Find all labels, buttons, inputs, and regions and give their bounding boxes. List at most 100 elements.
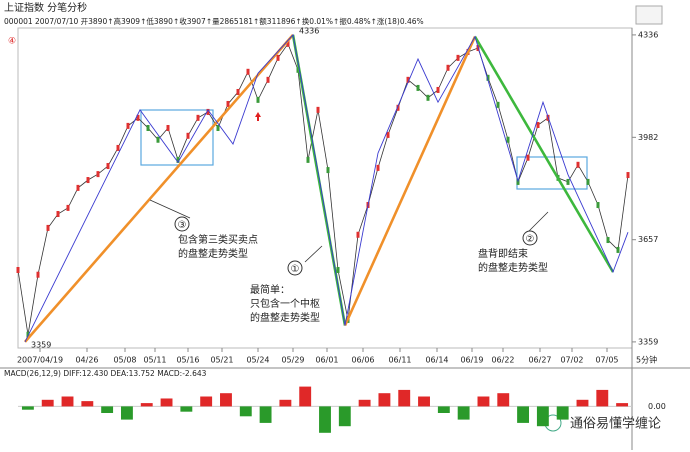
candle [86, 177, 90, 184]
macd-bar [220, 393, 232, 407]
annotation-circle [522, 230, 538, 246]
stroke-line [473, 35, 615, 273]
macd-title: MACD(26,12,9) DIFF:12.430 DEA:13.752 MAC… [4, 369, 207, 378]
arrow-icon [255, 112, 261, 121]
stroke-line [24, 33, 629, 343]
x-tick-label: 05/21 [210, 356, 233, 365]
macd-bar [358, 399, 371, 407]
candle [16, 266, 20, 273]
y-tick-label: 4336 [638, 30, 658, 39]
corner-mark: ④ [8, 37, 16, 47]
macd-bar [101, 406, 114, 413]
candle [626, 172, 630, 179]
candle [496, 101, 500, 108]
annotation-text: 盘背即结束 [478, 247, 528, 260]
y-tick-label: 3657 [638, 235, 658, 244]
x-tick-label: 06/19 [460, 356, 483, 365]
x-tick-label: 06/22 [491, 356, 514, 365]
candle [356, 231, 360, 238]
x-tick-label: 05/24 [246, 356, 269, 365]
y-tick-label: 3982 [638, 133, 658, 142]
x-tick-label: 05/29 [281, 356, 304, 365]
candle [376, 164, 380, 171]
candle [406, 76, 410, 83]
macd-bar [437, 406, 450, 413]
macd-bar [41, 399, 54, 407]
macd-bar [418, 396, 430, 407]
candle [156, 136, 160, 143]
price-line [17, 42, 629, 335]
candle [416, 84, 420, 91]
candle [446, 64, 450, 71]
candle [26, 331, 30, 338]
candle [106, 163, 110, 170]
candle [36, 271, 40, 278]
macd-bar [299, 386, 312, 407]
x-tick-label: 05/08 [113, 356, 136, 365]
x-tick-label: 05/16 [176, 356, 199, 365]
candle [316, 106, 320, 113]
x-tick-label: 06/06 [351, 356, 374, 365]
x-tick-label: 06/27 [528, 356, 551, 365]
macd-bar [556, 406, 569, 420]
annotation-mark: ③ [178, 220, 187, 231]
candle [426, 94, 430, 101]
annotation-arrow [149, 199, 191, 219]
candle [276, 54, 280, 61]
macd-bar [536, 406, 549, 427]
annotation-text: 最简单： [250, 283, 290, 296]
macd-bar [160, 398, 173, 407]
macd-bar [180, 406, 193, 412]
candle [246, 68, 250, 75]
macd-bar [81, 401, 94, 407]
candle [216, 124, 220, 131]
pivot-box [140, 109, 214, 166]
candle [46, 224, 50, 231]
value-label: 4336 [299, 26, 319, 35]
chart-title: 上证指数 分笔分秒 [4, 1, 87, 14]
candle [506, 136, 510, 143]
candle [136, 114, 140, 121]
pivot-box [516, 156, 588, 190]
candle [306, 156, 310, 163]
macd-bar [120, 406, 133, 420]
candle [396, 104, 400, 111]
stroke-line [24, 34, 294, 343]
candle [386, 131, 390, 138]
macd-bar [319, 406, 331, 433]
subtitle: 000001 2007/07/10 开3890↑高3909↑低3890↑收390… [4, 16, 424, 26]
macd-bar [576, 399, 589, 407]
y-tick-label: 3359 [638, 337, 658, 346]
candle [236, 88, 240, 95]
macd-bar [457, 406, 470, 420]
candle [526, 154, 530, 161]
annotation-arrow [527, 211, 549, 233]
x-tick-label: 05/11 [143, 356, 166, 365]
x-tick-label: 04/26 [75, 356, 98, 365]
candle [606, 237, 610, 244]
candle [576, 161, 580, 168]
candle [126, 122, 130, 129]
watermark: 通俗易懂学缠论 [570, 416, 661, 432]
annotation-circle [287, 260, 303, 276]
tool-icon[interactable] [635, 5, 663, 25]
candle [566, 178, 570, 185]
macd-bar [517, 406, 530, 423]
candle [456, 54, 460, 61]
annotation-text: 的盘整走势类型 [250, 311, 320, 324]
period-label: 5分钟 [636, 355, 657, 365]
macd-bar [61, 396, 74, 407]
macd-bar [239, 406, 252, 417]
candle [226, 100, 230, 107]
candle [326, 167, 330, 174]
annotation-arrow [304, 245, 323, 263]
x-tick-label: 06/11 [388, 356, 411, 365]
candle [76, 184, 80, 191]
candle [266, 76, 270, 83]
value-label: 3359 [31, 340, 51, 349]
annotation-text: 的盘整走势类型 [478, 261, 548, 274]
stroke-line [343, 36, 477, 327]
candle [176, 156, 180, 163]
